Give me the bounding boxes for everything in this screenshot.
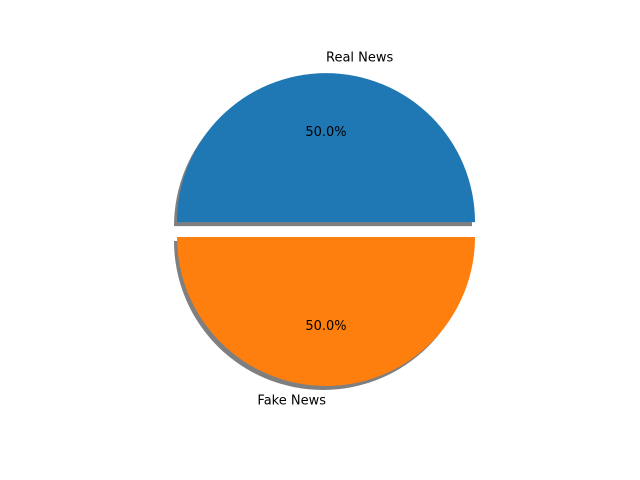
wedge-fake-news — [177, 237, 475, 386]
category-label-fake-news: Fake News — [257, 393, 326, 408]
percent-label-real-news: 50.0% — [305, 125, 346, 140]
wedge-real-news — [177, 73, 475, 223]
percent-label-fake-news: 50.0% — [305, 319, 346, 334]
category-label-real-news: Real News — [326, 51, 394, 66]
